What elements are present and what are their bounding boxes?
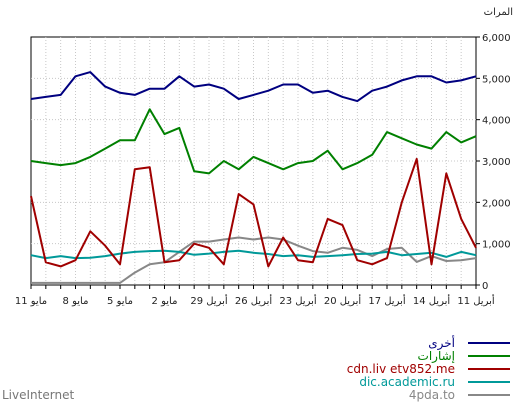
legend-label: cdn.liv etv852.me	[347, 362, 455, 376]
x-tick-label: 14 أبريل	[413, 294, 451, 307]
x-tick-label: 23 أبريل	[279, 294, 317, 307]
grid-lines	[31, 37, 476, 285]
x-tick-label: 20 أبريل	[324, 294, 362, 307]
legend-label: إشارات	[418, 349, 455, 364]
x-tick-label: 11 أبريل	[457, 294, 495, 307]
x-tick-label: 29 أبريل	[190, 294, 228, 307]
series-line	[30, 157, 477, 268]
legend-label: أخرى	[428, 335, 455, 351]
y-tick-label: 4,000	[482, 116, 511, 127]
y-tick-label: 2,000	[482, 198, 511, 209]
x-tick-label: 8 مايو	[63, 296, 89, 307]
x-tick-label: 11 مايو	[15, 296, 47, 307]
series-line	[30, 71, 477, 103]
series-lines	[30, 71, 477, 284]
x-tick-label: 2 مايو	[152, 296, 178, 307]
x-tick-label: 26 أبريل	[235, 294, 273, 307]
y-axis: 0 1,000 2,000 3,000 4,000 5,000 6,000	[476, 33, 511, 292]
legend-label: 4pda.to	[409, 388, 455, 402]
series-line	[30, 249, 477, 260]
series-line	[31, 236, 477, 284]
y-tick-label: 6,000	[482, 33, 511, 44]
y-tick-label: 3,000	[482, 157, 511, 168]
y-tick-label: 0	[482, 281, 488, 292]
y-tick-label: 1,000	[482, 240, 511, 251]
y-tick-label: 5,000	[482, 74, 511, 85]
x-tick-label: 5 مايو	[107, 296, 133, 307]
series-line	[30, 108, 477, 175]
x-tick-label: 17 أبريل	[368, 294, 406, 307]
legend-label: dic.academic.ru	[359, 375, 455, 389]
brand-label: LiveInternet	[2, 388, 74, 402]
y-axis-title: المرات	[484, 7, 513, 18]
x-axis: 11 أبريل 14 أبريل 17 أبريل 20 أبريل 23 أبريل…	[15, 285, 495, 307]
